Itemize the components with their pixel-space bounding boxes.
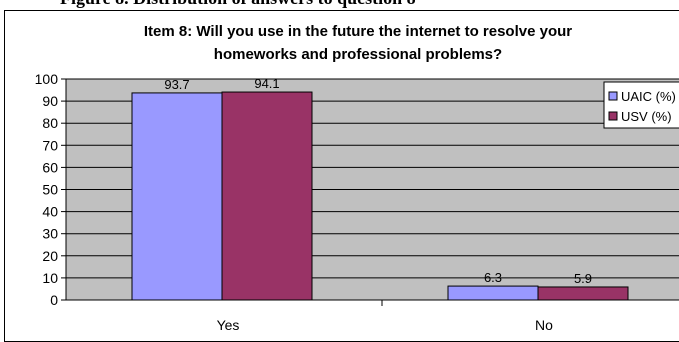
y-tick-label: 50 [42, 182, 58, 198]
y-tick-label: 100 [35, 71, 59, 87]
x-tick-label: Yes [217, 317, 240, 333]
caption-text: Figure 8. Distribution of answers to que… [60, 0, 416, 8]
y-tick-label: 90 [42, 93, 58, 109]
x-tick-label: No [535, 317, 553, 333]
data-label: 94.1 [254, 76, 279, 91]
legend: UAIC (%) USV (%) [603, 81, 679, 129]
y-tick-label: 20 [42, 248, 58, 264]
chart-title-line-1: Item 8: Will you use in the future the i… [144, 23, 572, 40]
y-tick-label: 60 [42, 159, 58, 175]
y-tick-label: 0 [50, 292, 58, 308]
y-tick-label: 70 [42, 137, 58, 153]
legend-label: USV (%) [621, 109, 672, 124]
bar-chart: Item 8: Will you use in the future the i… [35, 23, 679, 333]
y-tick-label: 80 [42, 115, 58, 131]
bar-uaic-yes [131, 92, 223, 301]
chart-title-line-2: homeworks and professional problems? [214, 46, 502, 63]
data-label: 93.7 [164, 77, 189, 92]
legend-swatch [608, 111, 618, 121]
y-tick-label: 30 [42, 226, 58, 242]
plot-area: 0 10 20 30 40 50 60 70 80 90 100 Yes 93.7 94.1 No 6.3 5.… [35, 71, 679, 333]
caption-fragment: Figure 8. Distribution of answers to que… [0, 0, 679, 8]
data-label: 6.3 [484, 270, 502, 285]
bar-usv-yes [221, 91, 313, 301]
y-tick-label: 10 [42, 270, 58, 286]
y-tick-label: 40 [42, 204, 58, 220]
bar-uaic-no [447, 285, 539, 301]
data-label: 5.9 [574, 271, 592, 286]
legend-label: UAIC (%) [621, 89, 676, 104]
bar-usv-no [537, 286, 629, 301]
legend-swatch [608, 91, 618, 101]
